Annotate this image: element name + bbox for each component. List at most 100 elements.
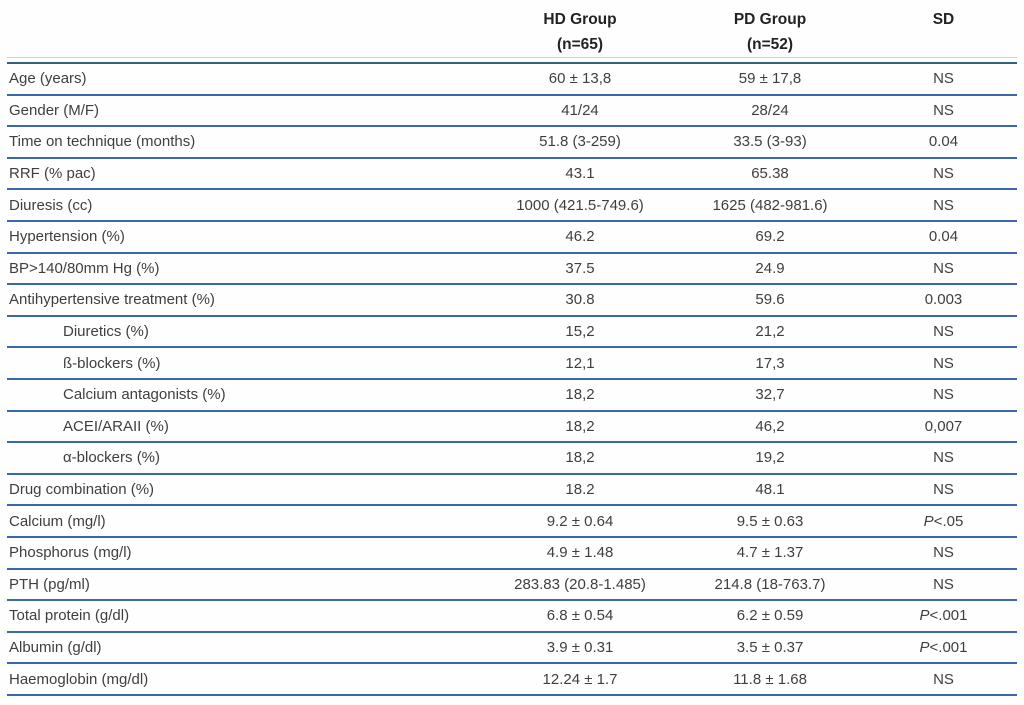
table-row: BP>140/80mm Hg (%) 37.5 24.9 NS: [7, 254, 1017, 286]
pd-group-value-cell: 65.38: [751, 165, 789, 183]
hd-group-value-cell: 9.2 ± 0.64: [546, 512, 614, 530]
sd-value-cell: P<.001: [870, 607, 1017, 624]
row-label: Age (years): [9, 70, 87, 88]
pd-group-value-cell: 4.7 ± 1.37: [736, 544, 804, 562]
header-sublabel: (n=52): [746, 36, 794, 53]
sd-value-cell: 0.04: [870, 133, 1017, 150]
pd-group-value-cell: 214.8 (18-763.7): [714, 575, 826, 593]
row-label: Time on technique (months): [9, 133, 196, 151]
sd-value: 0.04: [928, 133, 959, 151]
table-row: Antihypertensive treatment (%) 30.8 59.6…: [7, 285, 1017, 317]
header-label: [7, 6, 490, 34]
row-label: Haemoglobin (mg/dl): [9, 670, 149, 688]
row-label: Calcium (mg/l): [9, 512, 106, 530]
sd-value: 0.003: [924, 291, 963, 309]
sd-value-cell: P<.05: [870, 513, 1017, 530]
hd-group-value-cell: 46.2: [565, 228, 595, 246]
row-label: Hypertension (%): [9, 228, 125, 246]
table-row: Calcium (mg/l) 9.2 ± 0.64 9.5 ± 0.63 P<.…: [7, 506, 1017, 538]
table-row: Diuresis (cc) 1000 (421.5-749.6) 1625 (4…: [7, 190, 1017, 222]
hd-group-value-cell: 30.8: [565, 291, 595, 309]
sd-value: <.05: [933, 512, 964, 530]
pd-group-value-cell: 21,2: [755, 323, 785, 341]
header-sublabel: [870, 34, 1017, 56]
sd-value-cell: NS: [870, 70, 1017, 87]
hd-group-value-cell: 3.9 ± 0.31: [546, 638, 614, 656]
sd-value-cell: 0.003: [870, 291, 1017, 308]
sd-value: NS: [933, 544, 954, 562]
sd-value: 0.04: [928, 228, 959, 246]
hd-group-value-cell: 4.9 ± 1.48: [546, 544, 614, 562]
hd-group-value-cell: 41/24: [561, 101, 599, 119]
row-label: Drug combination (%): [9, 481, 155, 499]
sd-value-cell: NS: [870, 102, 1017, 119]
sd-italic-p: P: [923, 512, 934, 530]
row-label: Diuresis (cc): [9, 196, 93, 214]
sd-value-cell: NS: [870, 576, 1017, 593]
header-rule-dark: [7, 62, 1017, 64]
sd-value: NS: [933, 165, 954, 183]
pd-group-value-cell: 6.2 ± 0.59: [736, 607, 804, 625]
sd-value-cell: NS: [870, 386, 1017, 403]
table-row: Haemoglobin (mg/dl) 12.24 ± 1.7 11.8 ± 1…: [7, 664, 1017, 696]
row-label: Calcium antagonists (%): [63, 386, 226, 404]
hd-group-value-cell: 15,2: [565, 323, 595, 341]
hd-group-value-cell: 283.83 (20.8-1.485): [514, 575, 646, 593]
pd-group-value-cell: 48.1: [755, 481, 785, 499]
row-label: ß-blockers (%): [63, 354, 161, 372]
sd-value: <.001: [929, 607, 968, 625]
header-label: SD: [932, 11, 955, 28]
sd-value: NS: [933, 354, 954, 372]
pd-group-value-cell: 28/24: [751, 101, 789, 119]
table-row: Albumin (g/dl) 3.9 ± 0.31 3.5 ± 0.37 P<.…: [7, 633, 1017, 665]
sd-value-cell: NS: [870, 197, 1017, 214]
row-label: RRF (% pac): [9, 165, 96, 183]
sd-value-cell: NS: [870, 544, 1017, 561]
sd-value: NS: [933, 481, 954, 499]
hd-group-value-cell: 18.2: [565, 481, 595, 499]
pd-group-value-cell: 59.6: [755, 291, 785, 309]
table-row: RRF (% pac) 43.1 65.38 NS: [7, 159, 1017, 191]
row-label: Antihypertensive treatment (%): [9, 291, 215, 309]
table-row: Drug combination (%) 18.2 48.1 NS: [7, 475, 1017, 507]
pd-group-value-cell: 11.8 ± 1.68: [733, 670, 807, 688]
sd-value: NS: [933, 575, 954, 593]
pd-group-value-cell: 33.5 (3-93): [733, 133, 807, 151]
table-row: Age (years) 60 ± 13,8 59 ± 17,8 NS: [7, 64, 1017, 96]
hd-group-value-cell: 43.1: [565, 165, 595, 183]
sd-italic-p: P: [919, 607, 930, 625]
row-label: Phosphorus (mg/l): [9, 544, 132, 562]
hd-group-value-cell: 12,1: [565, 354, 595, 372]
table-header-row: HD Group (n=65) PD Group (n=52) SD: [7, 0, 1017, 56]
sd-value: 0,007: [924, 417, 963, 435]
row-label: Total protein (g/dl): [9, 607, 130, 625]
sd-value: NS: [933, 70, 954, 88]
table-row: ß-blockers (%) 12,1 17,3 NS: [7, 348, 1017, 380]
table-row: Hypertension (%) 46.2 69.2 0.04: [7, 222, 1017, 254]
row-label: Gender (M/F): [9, 101, 100, 119]
header-sublabel: [7, 34, 490, 56]
sd-value-cell: NS: [870, 165, 1017, 182]
table-row: Gender (M/F) 41/24 28/24 NS: [7, 96, 1017, 128]
sd-value-cell: NS: [870, 481, 1017, 498]
hd-group-value-cell: 60 ± 13,8: [548, 70, 612, 88]
table-row: Phosphorus (mg/l) 4.9 ± 1.48 4.7 ± 1.37 …: [7, 538, 1017, 570]
table-row: Diuretics (%) 15,2 21,2 NS: [7, 317, 1017, 349]
sd-value-cell: 0,007: [870, 418, 1017, 435]
pd-group-value-cell: 69.2: [755, 228, 785, 246]
sd-value: NS: [933, 259, 954, 277]
sd-value-cell: NS: [870, 449, 1017, 466]
hd-group-value-cell: 18,2: [565, 449, 595, 467]
header-cell-empty: [7, 6, 490, 56]
sd-value: NS: [933, 449, 954, 467]
table-row: Time on technique (months) 51.8 (3-259) …: [7, 127, 1017, 159]
header-cell-hd-group: HD Group (n=65): [490, 6, 670, 56]
sd-value-cell: NS: [870, 260, 1017, 277]
header-rule-light: [7, 57, 1017, 58]
table-row: α-blockers (%) 18,2 19,2 NS: [7, 443, 1017, 475]
pd-group-value-cell: 32,7: [755, 386, 785, 404]
hd-group-value-cell: 51.8 (3-259): [539, 133, 621, 151]
row-label: Albumin (g/dl): [9, 638, 102, 656]
pd-group-value-cell: 46,2: [755, 417, 785, 435]
